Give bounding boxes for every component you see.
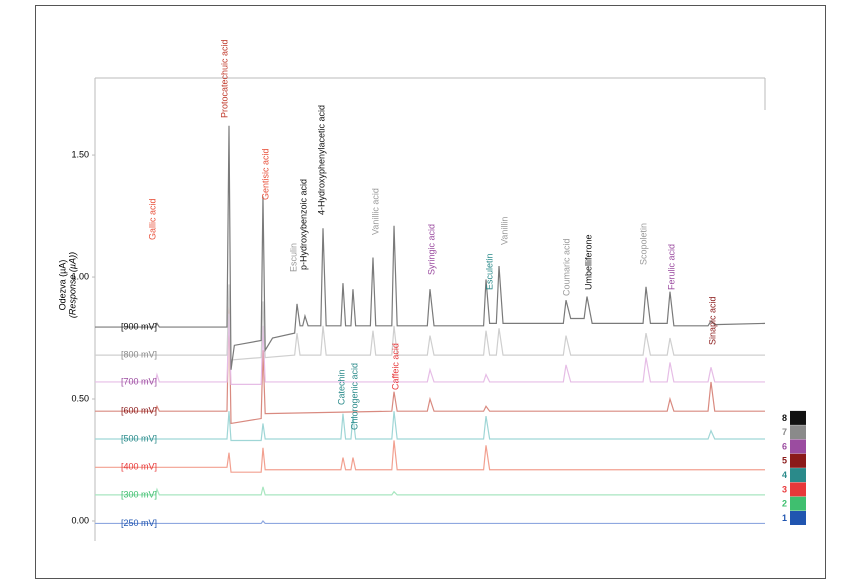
channel-label: [500 mV] bbox=[121, 433, 157, 443]
legend-swatch bbox=[790, 482, 806, 497]
peak-label: Esculetin bbox=[484, 253, 494, 290]
peak-label: Coumaric acid bbox=[561, 238, 571, 296]
trace bbox=[95, 486, 765, 496]
peak-label: Scopoletin bbox=[638, 223, 648, 265]
legend-key: 2 bbox=[782, 499, 787, 509]
legend-swatch bbox=[790, 496, 806, 511]
channel-label: [800 mV] bbox=[121, 349, 157, 359]
legend-key: 1 bbox=[782, 513, 787, 523]
legend-swatch bbox=[790, 425, 806, 440]
channel-label: [700 mV] bbox=[121, 376, 157, 386]
legend-key: 6 bbox=[782, 441, 787, 451]
trace bbox=[95, 520, 765, 525]
peak-label: 4-Hydroxyphenylacetic acid bbox=[316, 105, 326, 215]
peak-label: Ferulic acid bbox=[666, 244, 676, 290]
y-axis-label: Odezva (µA) bbox=[57, 260, 67, 311]
y-tick-label: 0.00 bbox=[71, 515, 89, 525]
peak-label: Protocatechuic acid bbox=[219, 39, 229, 118]
legend-swatch bbox=[790, 468, 806, 483]
trace bbox=[95, 125, 766, 370]
legend-key: 8 bbox=[782, 413, 787, 423]
channel-label: [250 mV] bbox=[121, 518, 157, 528]
peak-label: Umbelliferone bbox=[583, 234, 593, 290]
channel-label: [600 mV] bbox=[121, 406, 157, 416]
channel-label: [400 mV] bbox=[121, 462, 157, 472]
trace bbox=[95, 301, 765, 425]
y-tick-label: 1.50 bbox=[71, 149, 89, 159]
peak-label: Sinapic acid bbox=[707, 296, 717, 345]
y-axis-label-en: (Response (µA)) bbox=[67, 252, 77, 318]
peak-label: Gallic acid bbox=[147, 198, 157, 240]
trace bbox=[95, 313, 765, 385]
trace bbox=[95, 411, 765, 442]
peak-label: Caffeic acid bbox=[390, 343, 400, 390]
legend-swatch bbox=[790, 453, 806, 468]
legend-swatch bbox=[790, 410, 806, 425]
legend-swatch bbox=[790, 511, 806, 525]
channel-label: [300 mV] bbox=[121, 489, 157, 499]
legend-key: 7 bbox=[782, 427, 787, 437]
peak-label: Esculin bbox=[288, 243, 298, 272]
peak-label: Vanillin bbox=[499, 217, 509, 245]
peak-label: Catechin bbox=[336, 369, 346, 405]
trace bbox=[95, 440, 765, 473]
legend-swatch bbox=[790, 439, 806, 454]
trace bbox=[95, 284, 765, 361]
peak-label: Gentisic acid bbox=[260, 148, 270, 200]
peak-label: Chlorogenic acid bbox=[349, 363, 359, 430]
legend-key: 3 bbox=[782, 484, 787, 494]
peak-label: p-Hydroxybenzoic acid bbox=[298, 179, 308, 270]
y-tick-label: 0.50 bbox=[71, 393, 89, 403]
peak-label: Vanillic acid bbox=[370, 188, 380, 235]
channel-label: [900 mV] bbox=[121, 321, 157, 331]
legend-key: 4 bbox=[782, 470, 787, 480]
peak-label: Syringic acid bbox=[426, 224, 436, 275]
legend-key: 5 bbox=[782, 456, 787, 466]
y-tick-label: 1.00 bbox=[71, 271, 89, 281]
